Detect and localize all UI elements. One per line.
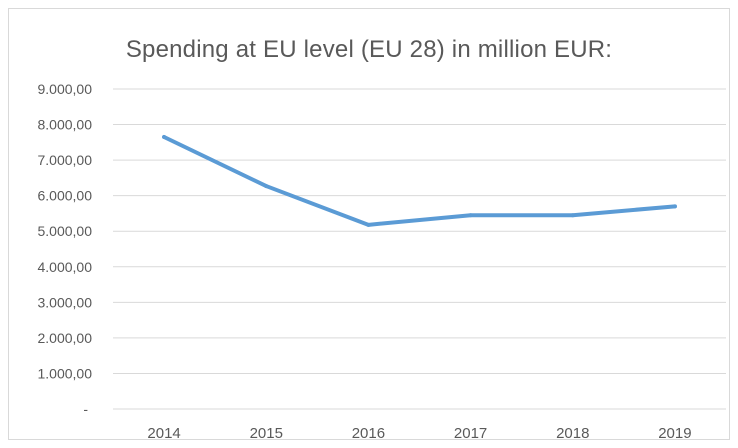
series-line [162, 135, 677, 227]
chart-title: Spending at EU level (EU 28) in million … [125, 36, 613, 63]
data-point [570, 213, 575, 218]
y-tick-label: 8.000,00 [38, 117, 93, 133]
data-point [366, 222, 371, 227]
y-tick-label: 6.000,00 [38, 188, 93, 204]
data-point [468, 213, 473, 218]
data-point [264, 184, 269, 189]
y-tick-label: 4.000,00 [38, 259, 93, 275]
x-tick-label: 2014 [147, 425, 180, 442]
data-point [162, 135, 167, 139]
y-tick-label: - [83, 401, 88, 417]
x-tick-label: 2019 [658, 425, 691, 442]
y-tick-label: 5.000,00 [38, 223, 93, 239]
y-tick-label: 9.000,00 [38, 81, 93, 97]
y-tick-label: 2.000,00 [38, 330, 93, 346]
x-tick-label: 2016 [352, 425, 385, 442]
y-tick-label: 1.000,00 [38, 365, 93, 381]
y-tick-label: 3.000,00 [38, 294, 93, 310]
data-point [672, 204, 677, 209]
x-tick-label: 2018 [556, 425, 589, 442]
x-tick-label: 2017 [454, 425, 487, 442]
x-tick-label: 2015 [250, 425, 283, 442]
y-tick-label: 7.000,00 [38, 152, 93, 168]
